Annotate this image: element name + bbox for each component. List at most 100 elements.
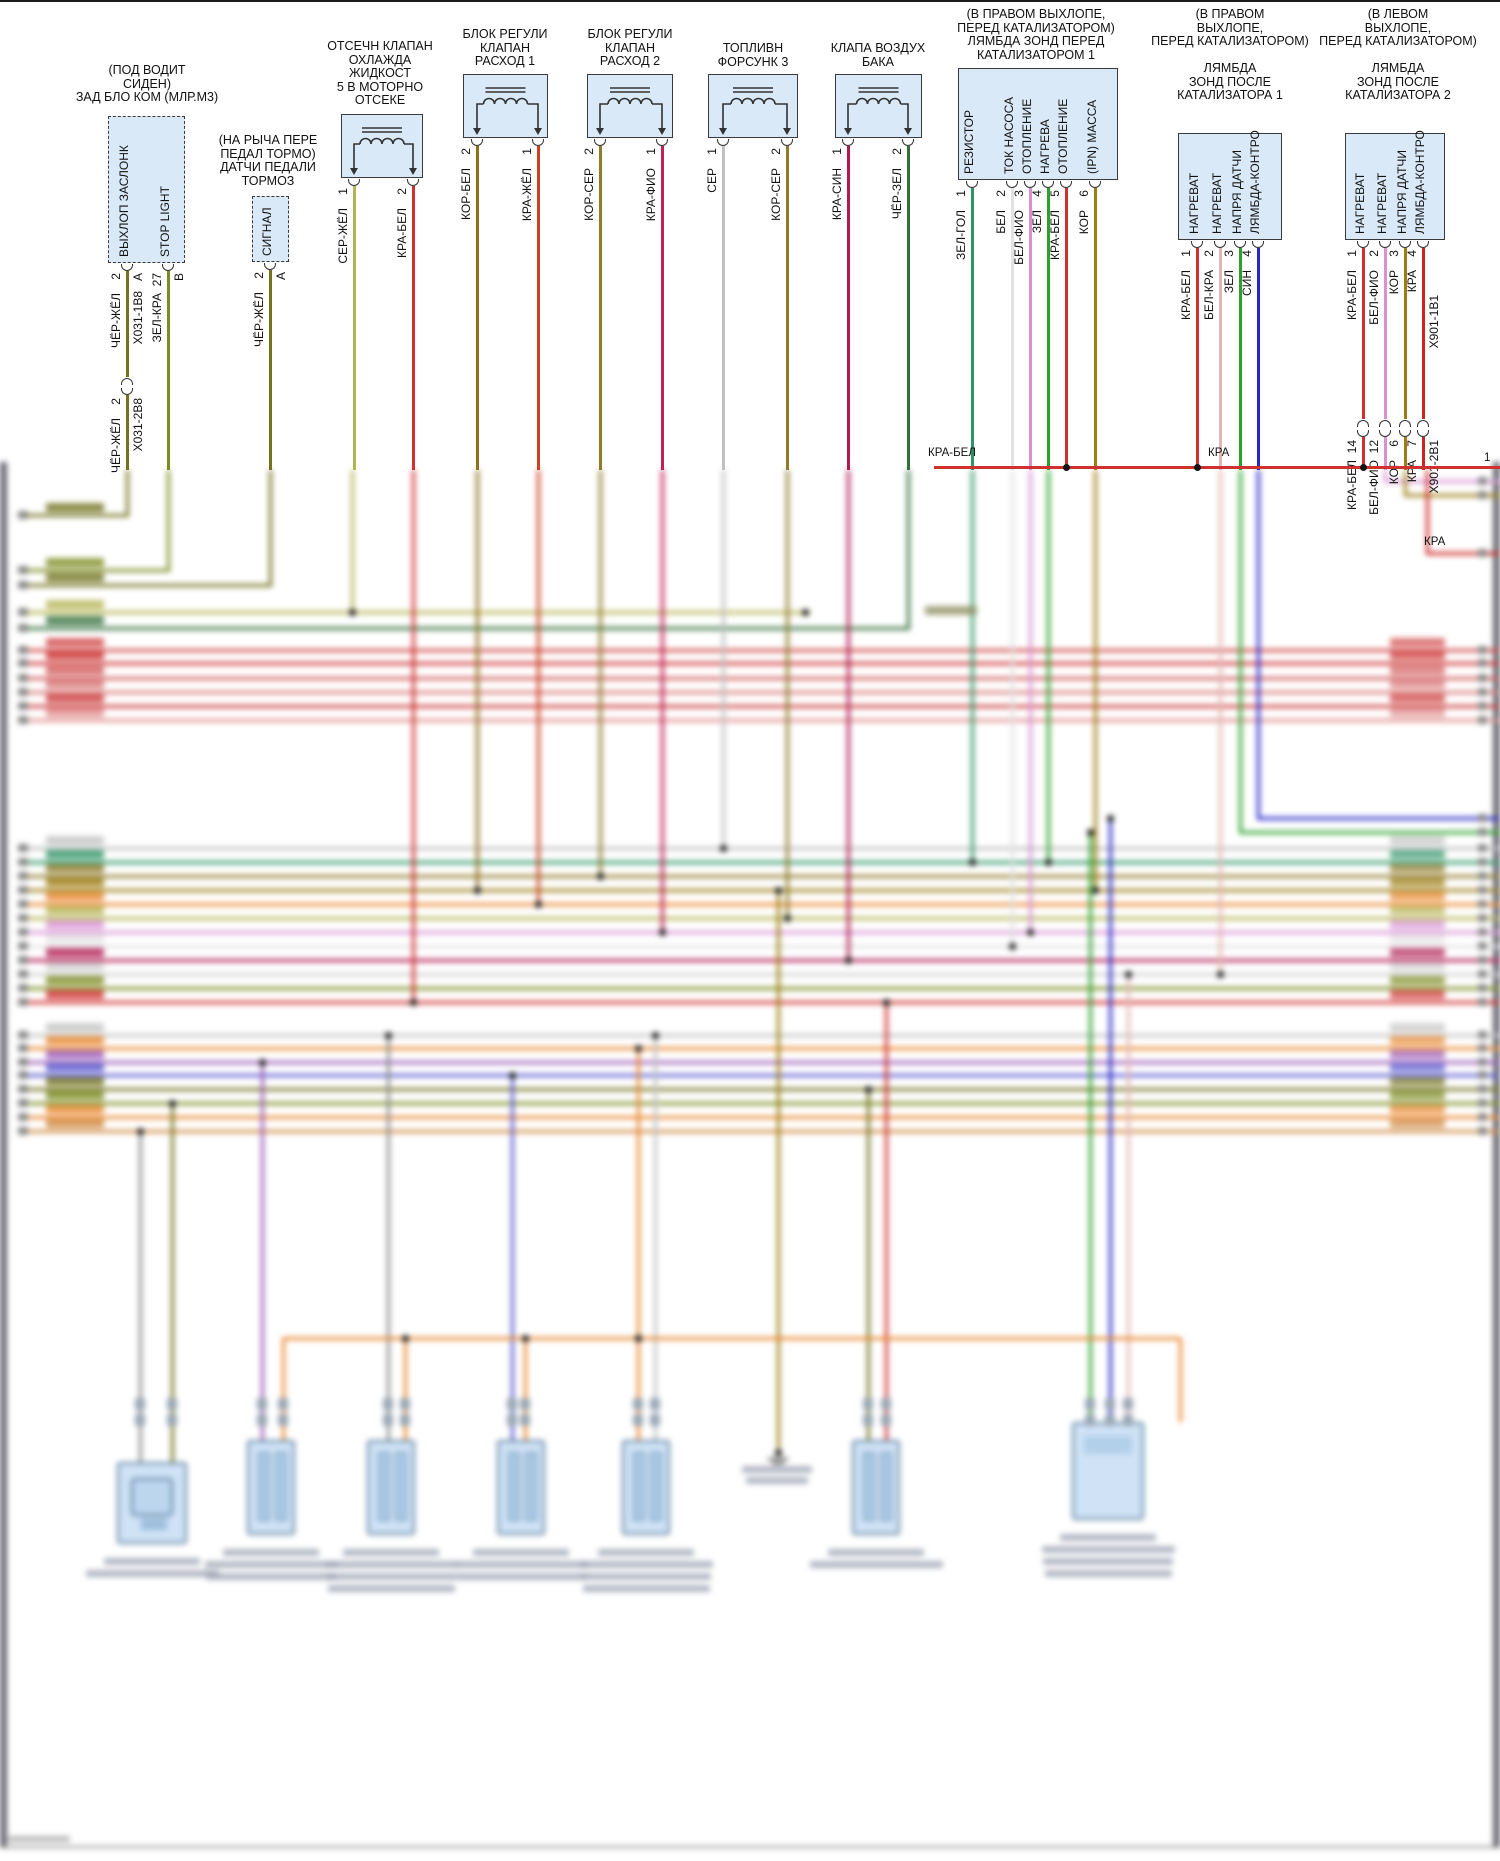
wire: [866, 1089, 870, 1440]
component-caption-blur: [206, 1573, 336, 1580]
connector-bracket: [656, 139, 668, 146]
wire: [25, 626, 908, 630]
pin-number-blur: [18, 646, 28, 654]
wire: [475, 470, 479, 892]
pin-label: НАГРЕВАТ: [1353, 172, 1367, 234]
device-heading: (НА РЫЧА ПЕРЕ ПЕДАЛ ТОРМО) ДАТЧИ ПЕДАЛИ …: [218, 133, 318, 188]
pin-number-blur: [1478, 886, 1487, 894]
component-box: [367, 1440, 415, 1535]
wire-label: СЕР-ЖЁЛ: [336, 208, 350, 264]
pin-number-blur: [18, 674, 28, 682]
pin-number-blur: [18, 970, 28, 978]
pin-number-blur: [18, 928, 28, 936]
junction-dot: [1124, 970, 1132, 978]
junction-dot: [1044, 858, 1052, 866]
wire-label-blur: [46, 934, 104, 943]
wire-label-blur: [46, 1023, 104, 1032]
pin-number-blur: [18, 900, 28, 908]
connector-bracket: [1357, 241, 1369, 248]
component-caption-blur: [456, 1573, 586, 1580]
connector-bracket: [842, 139, 854, 146]
pin-label: РЕЗИСТОР: [962, 109, 976, 174]
pin-number-blur: [1478, 998, 1487, 1006]
wire: [25, 846, 1500, 850]
wire: [1385, 479, 1500, 483]
wire-label-blur: [46, 878, 104, 887]
pin-label: ЛЯМБДА-КОНТРО: [1248, 130, 1262, 234]
wire: [1218, 470, 1222, 976]
pin-number-blur: [18, 914, 28, 922]
connector-chip: [863, 1398, 873, 1410]
component-caption-blur: [343, 1549, 439, 1556]
device-heading: (В ПРАВОМ ВЫХЛОПЕ, ПЕРЕД КАТАЛИЗАТОРОМ) …: [957, 7, 1115, 62]
pin-number-blur: [18, 1099, 28, 1107]
wire: [25, 1129, 1500, 1133]
wire: [1088, 832, 1092, 1422]
pin-number-blur: [18, 984, 28, 992]
pin-number-blur: [1478, 914, 1487, 922]
wire: [170, 1103, 174, 1462]
wire: [970, 188, 974, 470]
wire: [25, 1033, 1500, 1037]
wire: [25, 860, 1500, 864]
component-caption-blur: [579, 1561, 713, 1568]
wire: [721, 470, 725, 850]
connector-chip: [1123, 1398, 1133, 1410]
caption-blur: [742, 1466, 812, 1473]
solenoid-coil-icon: [719, 87, 791, 135]
wire-label-blur: [46, 708, 104, 717]
ecu-pin-number: 1: [1484, 452, 1491, 464]
component-caption-blur: [598, 1549, 694, 1556]
component-caption-blur: [85, 1570, 219, 1577]
connector-chip: [257, 1398, 267, 1410]
ground-symbol: [772, 1462, 784, 1464]
pin-number-blur: [18, 581, 28, 589]
connector-bracket: [1379, 420, 1391, 427]
component-caption-blur: [327, 1585, 455, 1592]
wire: [1421, 437, 1425, 470]
wire: [25, 676, 1500, 680]
connector-bracket: [264, 263, 276, 270]
caption-blur: [746, 1477, 808, 1484]
wire: [25, 944, 1500, 948]
wire: [25, 568, 168, 572]
component-box: [622, 1440, 670, 1535]
pin-number-blur: [18, 1071, 28, 1079]
wire-label-blur: [46, 573, 104, 582]
junction-dot: [1216, 970, 1224, 978]
wire-label-blur: [1390, 1091, 1445, 1100]
wire: [721, 146, 725, 470]
junction-dot: [1193, 463, 1201, 471]
device-box-lambda-post-cat-2: [1345, 133, 1445, 240]
pin-number-blur: [1478, 549, 1487, 557]
wire-label-blur: [1390, 934, 1445, 943]
wire: [1238, 470, 1242, 834]
wire: [125, 395, 129, 470]
component-caption-blur: [582, 1585, 710, 1592]
wire-label-blur: [1390, 836, 1445, 845]
device-box-brake-pedal-sensor: [252, 196, 289, 262]
connector-chip: [633, 1398, 643, 1410]
component-detail: [275, 1452, 287, 1521]
pin-number-blur: [18, 608, 28, 616]
wire-label-blur: [1390, 906, 1445, 915]
connector-chip: [1105, 1414, 1115, 1426]
ecu-edge-strip: [1493, 462, 1500, 1848]
connector-chip: [633, 1414, 643, 1426]
wire: [1427, 551, 1500, 555]
wire-label-blur: [1390, 708, 1445, 717]
connector-bracket: [1252, 241, 1264, 248]
wire: [25, 1101, 1500, 1105]
pin-number-blur: [1478, 900, 1487, 908]
component-caption-blur: [326, 1573, 456, 1580]
connector-chip: [167, 1414, 177, 1426]
wire-label: БЕЛ-ФИО: [1012, 210, 1026, 265]
component-detail: [650, 1452, 662, 1521]
pin-number-blur: [1478, 970, 1487, 978]
wire-label-blur: [1390, 666, 1445, 675]
wire: [846, 470, 850, 962]
wire-label: КОР: [1387, 270, 1401, 295]
connector-chip: [400, 1414, 410, 1426]
wire: [25, 930, 1500, 934]
connector-chip: [1085, 1414, 1095, 1426]
